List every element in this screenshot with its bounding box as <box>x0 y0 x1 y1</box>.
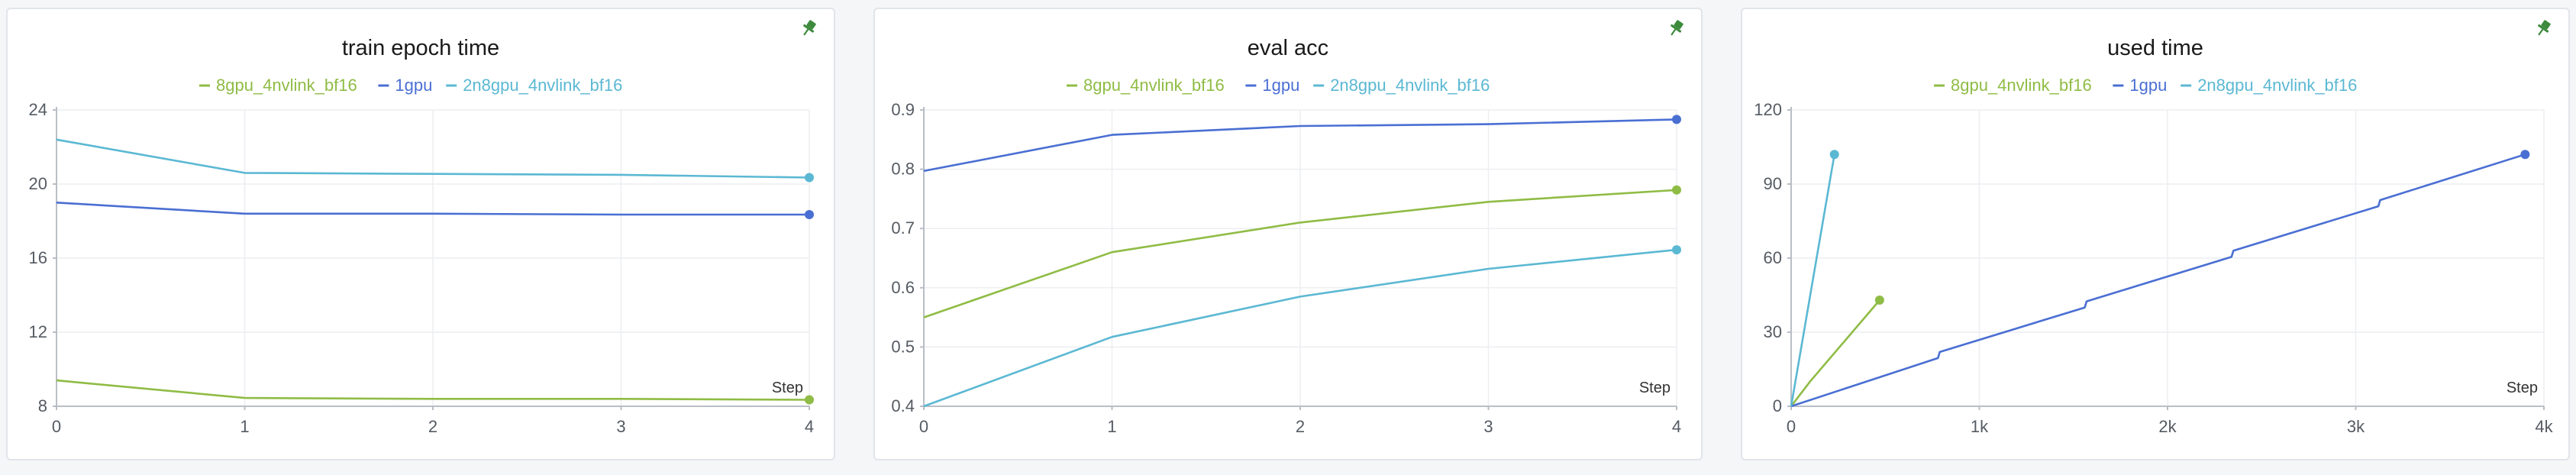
x-axis-label: Step <box>2507 380 2538 396</box>
y-tick-label: 8 <box>38 396 47 415</box>
legend-item-1gpu[interactable]: 1gpu <box>1245 76 1299 95</box>
x-tick-label: 4k <box>2535 417 2553 436</box>
x-tick-label: 2 <box>428 417 437 436</box>
pin-icon[interactable] <box>1667 18 1686 38</box>
series-end-point-2n8gpu-4nvlink-bf16 <box>1672 245 1681 255</box>
legend-item-2n8gpu-4nvlink-bf16[interactable]: 2n8gpu_4nvlink_bf16 <box>1313 76 1490 95</box>
x-tick-label: 2 <box>1296 417 1305 436</box>
y-tick-label: 0 <box>1773 396 1782 415</box>
y-tick-label: 0.7 <box>891 218 915 238</box>
series-end-point-1gpu <box>805 210 814 220</box>
x-tick-label: 0 <box>1787 417 1796 436</box>
legend-label: 8gpu_4nvlink_bf16 <box>216 76 357 95</box>
chart-legend: 8gpu_4nvlink_bf16 1gpu 2n8gpu_4nvlink_bf16 <box>199 76 622 95</box>
chart-title: train epoch time <box>342 36 499 60</box>
legend-item-2n8gpu-4nvlink-bf16[interactable]: 2n8gpu_4nvlink_bf16 <box>446 76 622 95</box>
legend-item-1gpu[interactable]: 1gpu <box>2113 76 2167 95</box>
pin-collar <box>1671 24 1682 33</box>
x-axis-label: Step <box>772 380 803 396</box>
series-line-1gpu <box>56 202 809 216</box>
pin-head <box>806 20 816 30</box>
y-tick-label: 120 <box>1754 100 1782 119</box>
y-tick-label: 90 <box>1764 174 1782 193</box>
series-line-2n8gpu-4nvlink-bf16 <box>923 248 1677 408</box>
series-end-point-8gpu-4nvlink-bf16 <box>1672 185 1681 195</box>
legend-item-8gpu-4nvlink-bf16[interactable]: 8gpu_4nvlink_bf16 <box>1067 76 1225 95</box>
series-line-8gpu-4nvlink-bf16 <box>1790 299 1880 407</box>
pin-collar <box>2538 24 2549 33</box>
series-line-8gpu-4nvlink-bf16 <box>923 189 1677 318</box>
y-tick-label: 30 <box>1764 322 1782 341</box>
y-tick-label: 24 <box>29 100 47 119</box>
legend-item-8gpu-4nvlink-bf16[interactable]: 8gpu_4nvlink_bf16 <box>1934 76 2092 95</box>
y-tick-label: 0.5 <box>891 337 915 356</box>
series-line-2n8gpu-4nvlink-bf16 <box>56 138 810 179</box>
y-tick-label: 0.4 <box>891 396 915 415</box>
pin-needle <box>803 28 809 36</box>
series-end-point-2n8gpu-4nvlink-bf16 <box>805 173 814 183</box>
pin-collar <box>803 24 815 33</box>
pin-needle <box>1671 28 1677 36</box>
y-tick-label: 16 <box>29 248 47 267</box>
pin-head <box>2541 20 2551 30</box>
y-tick-label: 60 <box>1764 248 1782 267</box>
series-end-point-1gpu <box>2520 150 2530 160</box>
x-tick-label: 0 <box>919 417 928 436</box>
legend-label: 8gpu_4nvlink_bf16 <box>1951 76 2092 95</box>
legend-label: 1gpu <box>2129 76 2167 95</box>
series-end-point-1gpu <box>1672 115 1681 124</box>
x-tick-label: 1k <box>1971 417 1989 436</box>
pin-needle <box>2538 28 2544 36</box>
series-line-1gpu <box>1790 153 2526 408</box>
x-tick-label: 3 <box>616 417 625 436</box>
series-line-1gpu <box>923 118 1677 173</box>
series-end-point-8gpu-4nvlink-bf16 <box>1874 295 1884 305</box>
legend-label: 2n8gpu_4nvlink_bf16 <box>463 76 622 95</box>
y-tick-label: 12 <box>29 322 47 341</box>
legend-item-2n8gpu-4nvlink-bf16[interactable]: 2n8gpu_4nvlink_bf16 <box>2181 76 2357 95</box>
y-tick-label: 0.6 <box>891 278 915 297</box>
x-tick-label: 1 <box>240 417 249 436</box>
legend-label: 8gpu_4nvlink_bf16 <box>1083 76 1225 95</box>
chart-panel-used-time: 0 30 60 90 120 0 1k 2k 3k 4k Step used time 8gpu_4nv… <box>1741 8 2570 460</box>
chart-title: eval acc <box>1248 36 1328 60</box>
legend-item-1gpu[interactable]: 1gpu <box>378 76 432 95</box>
legend-label: 1gpu <box>1262 76 1299 95</box>
x-tick-label: 1 <box>1107 417 1116 436</box>
pin-icon[interactable] <box>2534 18 2553 38</box>
x-tick-label: 3k <box>2347 417 2365 436</box>
x-tick-label: 0 <box>52 417 61 436</box>
series-end-point-8gpu-4nvlink-bf16 <box>805 395 814 405</box>
x-tick-label: 2k <box>2158 417 2177 436</box>
pin-icon[interactable] <box>799 18 818 38</box>
chart-legend: 8gpu_4nvlink_bf16 1gpu 2n8gpu_4nvlink_bf16 <box>1067 76 1490 95</box>
series-end-point-2n8gpu-4nvlink-bf16 <box>1829 150 1839 160</box>
legend-label: 2n8gpu_4nvlink_bf16 <box>2197 76 2357 95</box>
chart-eval-acc: 0.4 0.5 0.6 0.7 0.8 0.9 0 1 2 3 4 Step eval acc 8gpu_… <box>891 18 1686 436</box>
chart-title: used time <box>2107 36 2203 60</box>
series-line-2n8gpu-4nvlink-bf16 <box>1790 153 1835 407</box>
y-tick-label: 0.8 <box>891 160 915 179</box>
chart-panel-eval-acc: 0.4 0.5 0.6 0.7 0.8 0.9 0 1 2 3 4 Step eval acc 8gpu_… <box>873 8 1703 460</box>
x-tick-label: 4 <box>805 417 814 436</box>
legend-label: 1gpu <box>395 76 432 95</box>
legend-item-8gpu-4nvlink-bf16[interactable]: 8gpu_4nvlink_bf16 <box>199 76 357 95</box>
chart-panel-train-epoch-time: 8 12 16 20 24 0 1 2 3 4 Step train epoch time 8gpu_4… <box>6 8 835 460</box>
chart-used-time: 0 30 60 90 120 0 1k 2k 3k 4k Step used time 8gpu_4nv… <box>1754 18 2554 436</box>
y-tick-label: 20 <box>29 174 47 193</box>
x-axis-label: Step <box>1639 380 1671 396</box>
pin-head <box>1674 20 1683 30</box>
x-tick-label: 3 <box>1483 417 1493 436</box>
chart-legend: 8gpu_4nvlink_bf16 1gpu 2n8gpu_4nvlink_bf16 <box>1934 76 2357 95</box>
x-tick-label: 4 <box>1672 417 1681 436</box>
legend-label: 2n8gpu_4nvlink_bf16 <box>1330 76 1490 95</box>
series-line-8gpu-4nvlink-bf16 <box>56 379 810 401</box>
y-tick-label: 0.9 <box>891 100 915 119</box>
